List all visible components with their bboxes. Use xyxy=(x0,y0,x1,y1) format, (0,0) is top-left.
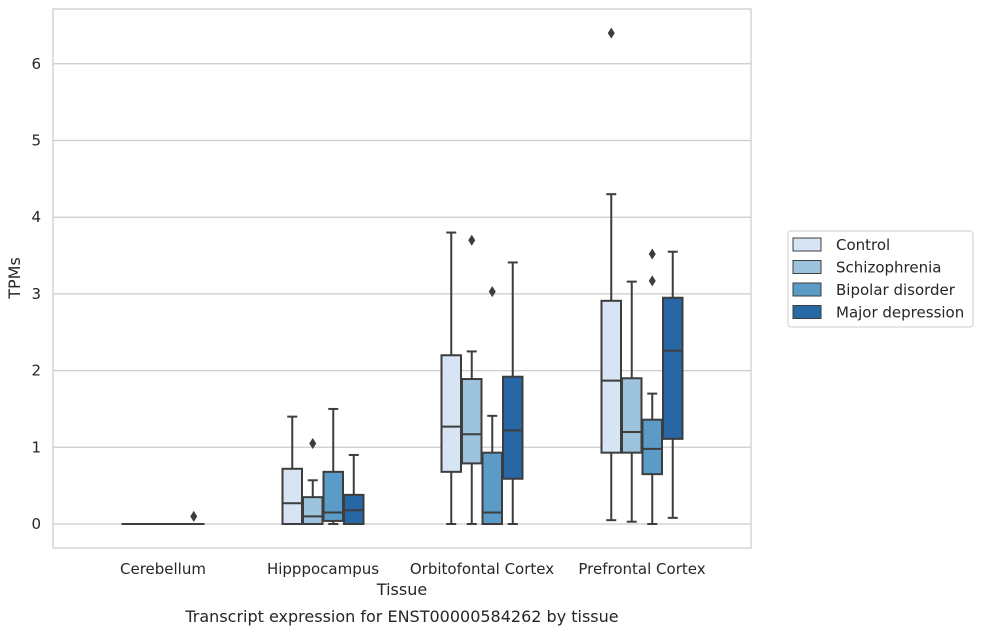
box-body xyxy=(302,496,324,525)
box-control xyxy=(600,27,622,522)
legend-frame xyxy=(787,230,974,328)
outlier-point xyxy=(468,234,476,246)
box-control xyxy=(281,415,303,525)
box-schizophrenia xyxy=(621,280,643,523)
box-body xyxy=(440,354,462,473)
legend: Control Schizophrenia Bipolar disorder Majo… xyxy=(787,230,974,328)
y-tick-label: 5 xyxy=(31,132,41,150)
box-schizophrenia xyxy=(302,437,324,525)
legend-label: Major depression xyxy=(836,304,964,322)
x-tick-label: Orbitofontal Cortex xyxy=(410,560,554,578)
x-axis-label: Tissue xyxy=(376,580,427,599)
legend-swatch xyxy=(792,282,822,297)
x-tick-label: Cerebellum xyxy=(120,560,206,578)
outlier-point xyxy=(648,275,656,287)
box-body xyxy=(481,451,503,526)
x-tick-label: Prefrontal Cortex xyxy=(578,560,705,578)
box-major-depression xyxy=(183,510,205,526)
box-major-depression xyxy=(662,250,684,519)
box-body xyxy=(461,378,483,465)
legend-swatch xyxy=(792,260,822,274)
legend-swatch xyxy=(792,305,822,319)
outlier-point xyxy=(309,437,317,449)
box-bipolar-disorder xyxy=(481,286,503,526)
box-body xyxy=(641,418,663,476)
box-control xyxy=(440,231,462,525)
legend-swatch xyxy=(792,237,822,252)
legend-label: Control xyxy=(836,236,890,254)
box-bipolar-disorder xyxy=(641,248,663,525)
y-axis-label: TPMs xyxy=(5,257,24,300)
box-body xyxy=(281,467,303,525)
chart-caption: Transcript expression for ENST0000058426… xyxy=(184,607,618,626)
y-tick-label: 3 xyxy=(31,285,41,303)
box-body xyxy=(600,299,622,454)
y-tick-label: 4 xyxy=(31,208,41,226)
box-major-depression xyxy=(343,453,365,526)
box-body xyxy=(322,470,344,522)
y-tick-label: 0 xyxy=(31,515,41,533)
outlier-point xyxy=(607,27,615,39)
y-tick-label: 1 xyxy=(31,438,41,456)
box-series xyxy=(121,27,684,526)
box-body xyxy=(621,377,643,454)
outlier-point xyxy=(190,510,198,522)
box-schizophrenia xyxy=(461,234,483,525)
box-body xyxy=(502,375,524,480)
plot-frame xyxy=(52,8,752,549)
box-major-depression xyxy=(502,261,524,525)
box-body xyxy=(662,296,684,440)
legend-label: Bipolar disorder xyxy=(836,281,956,299)
y-tick-label: 6 xyxy=(31,55,41,73)
plot-area xyxy=(53,9,751,548)
outlier-point xyxy=(648,248,656,260)
y-tick-labels: 0 1 2 3 4 5 6 xyxy=(31,55,41,533)
x-tick-labels: Cerebellum Hipppocampus Orbitofontal Corte… xyxy=(120,560,706,578)
outlier-point xyxy=(488,286,496,298)
legend-label: Schizophrenia xyxy=(836,259,941,277)
x-tick-label: Hipppocampus xyxy=(267,560,379,578)
y-tick-label: 2 xyxy=(31,362,41,380)
